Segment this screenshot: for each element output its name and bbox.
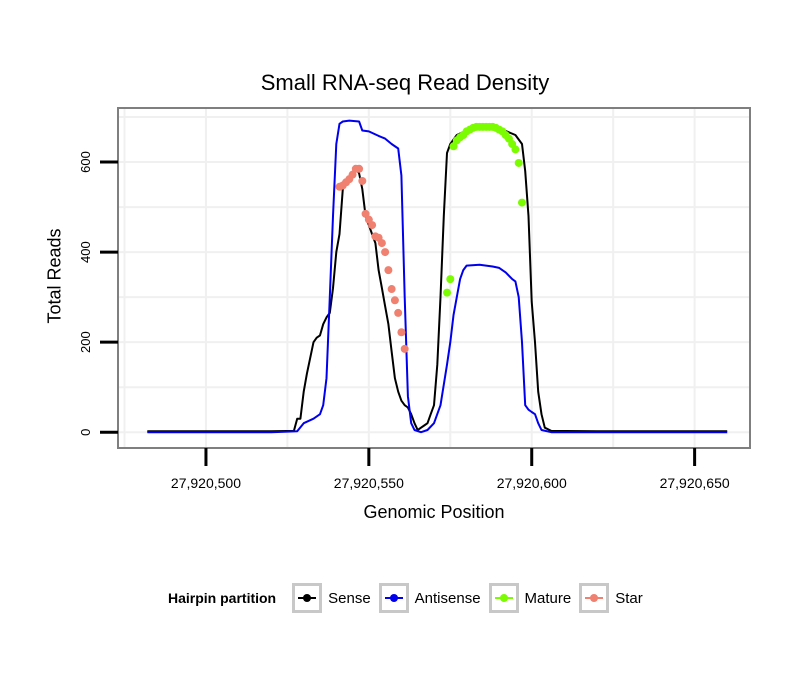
legend-key-dot [389,594,398,602]
data-point-star [348,170,357,179]
legend-title: Hairpin partition [168,590,277,606]
legend-key-dot [499,594,508,602]
legend-key-dot [303,594,312,602]
data-point-mature [511,145,520,154]
legend-label-sense: Sense [328,589,371,607]
data-point-star [355,164,364,173]
data-point-star [358,176,367,185]
plot-panel [118,108,750,448]
legend-key-dot [590,594,599,602]
legend-key-mature [488,583,519,613]
data-point-star [394,308,403,317]
legend-label-star: Star [615,589,643,607]
series-line-sense [147,127,728,433]
data-point-star [384,266,393,275]
data-point-star [397,328,406,337]
data-point-star [377,239,386,248]
legend-item-sense: Sense [292,583,371,613]
y-axis-label: Total Reads [44,228,65,324]
x-tick-label: 27,920,500 [171,475,241,491]
data-point-star [400,344,409,353]
data-point-mature [449,142,458,151]
legend-item-mature: Mature [488,583,572,613]
legend-item-antisense: Antisense [378,583,481,613]
legend-label-mature: Mature [524,589,572,607]
x-axis-label: Genomic Position [363,502,505,522]
chart-title: Small RNA-seq Read Density [260,70,550,95]
data-point-star [361,209,370,218]
y-tick-label: 400 [78,241,93,263]
y-tick-label: 0 [78,429,93,436]
series-line-antisense [147,119,728,434]
legend-key-star [579,583,610,613]
data-point-mature [517,198,526,207]
x-tick-label: 27,920,550 [334,475,404,491]
data-point-mature [443,288,452,297]
y-tick-label: 200 [78,331,93,353]
x-tick-label: 27,920,650 [660,475,730,491]
data-point-star [381,248,390,257]
data-point-mature [446,275,455,284]
x-tick-label: 27,920,600 [497,475,567,491]
plot-border [117,107,751,449]
legend-key-antisense [378,583,409,613]
legend-label-antisense: Antisense [414,589,481,607]
legend: Hairpin partition Sense Antisense Mature… [168,578,651,618]
data-point-star [390,296,399,305]
legend-item-star: Star [579,583,643,613]
y-tick-label: 600 [78,151,93,173]
data-point-star [368,221,377,230]
data-point-star [387,285,396,294]
data-point-mature [514,158,523,167]
legend-key-sense [292,583,323,613]
